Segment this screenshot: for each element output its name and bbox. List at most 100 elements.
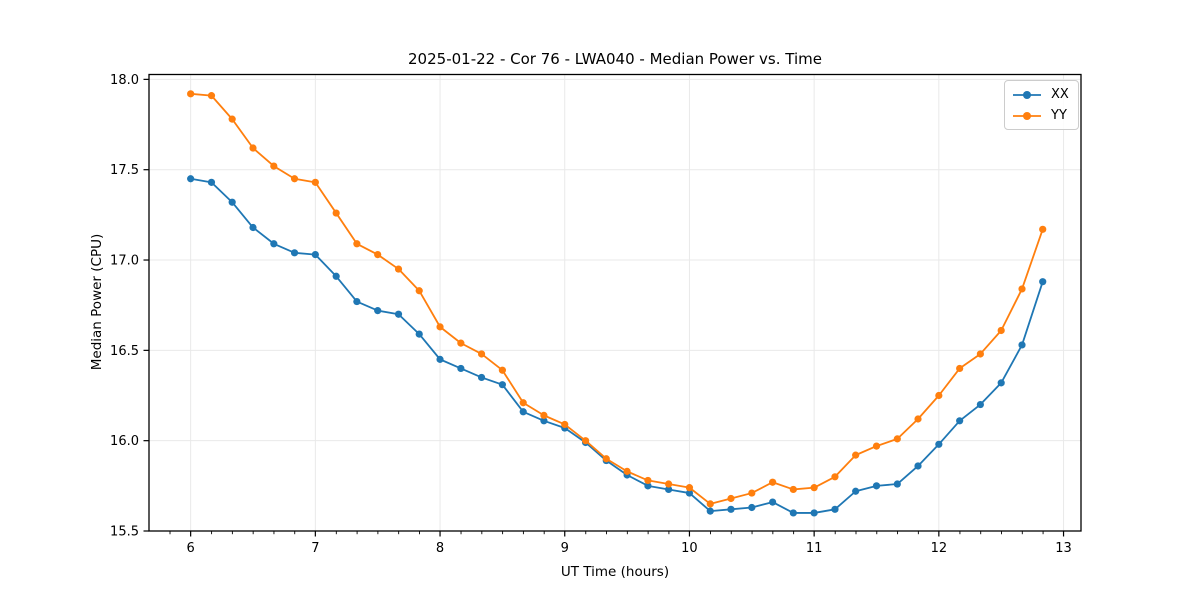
data-point-xx (436, 355, 444, 363)
data-point-yy (540, 411, 548, 419)
data-point-yy (935, 391, 943, 400)
data-point-yy (831, 473, 839, 481)
legend-entry-yy: YY (1012, 107, 1069, 124)
data-point-yy (436, 323, 444, 331)
x-tick-label: 12 (931, 541, 948, 556)
y-tick-label: 15.5 (110, 525, 139, 540)
data-point-xx (893, 480, 901, 488)
data-point-yy (997, 326, 1005, 335)
data-point-xx (956, 417, 964, 425)
x-tick-label: 7 (311, 541, 319, 556)
legend-marker-xx (1013, 90, 1041, 99)
data-point-xx (249, 223, 257, 232)
data-point-yy (810, 484, 818, 492)
data-point-xx (1039, 278, 1047, 286)
data-point-yy (644, 476, 652, 485)
x-tick-label: 6 (187, 541, 195, 556)
y-tick-label: 17.5 (110, 163, 139, 178)
data-point-xx (852, 487, 860, 495)
data-point-yy (415, 287, 423, 295)
data-point-yy (685, 484, 694, 492)
data-point-yy (623, 467, 631, 475)
data-point-xx (914, 462, 922, 470)
plot-border (148, 73, 1082, 532)
data-point-yy (270, 162, 278, 170)
y-tick-label: 16.0 (110, 434, 139, 449)
data-point-yy (789, 485, 797, 494)
data-point-xx (789, 509, 797, 517)
data-point-xx (290, 249, 299, 257)
data-point-xx (997, 379, 1005, 387)
legend-label: YY (1051, 108, 1067, 123)
data-point-xx (394, 310, 403, 318)
data-point-yy (956, 364, 964, 373)
data-point-xx (457, 364, 465, 373)
series-xx (187, 175, 1047, 517)
data-point-xx (1018, 341, 1026, 349)
data-point-yy (353, 240, 361, 248)
data-point-yy (498, 366, 506, 374)
series-yy-line (190, 92, 1044, 505)
data-point-yy (893, 435, 901, 443)
data-point-xx (540, 417, 548, 425)
series-yy (187, 90, 1047, 508)
data-point-xx (748, 503, 756, 512)
data-point-yy (872, 442, 881, 450)
y-tick-label: 18.0 (110, 73, 139, 88)
data-point-yy (457, 339, 465, 347)
data-point-xx (228, 198, 236, 206)
data-point-xx (727, 505, 735, 513)
data-point-xx (415, 330, 423, 338)
data-point-yy (748, 489, 756, 497)
x-tick-label: 11 (806, 541, 823, 556)
data-point-yy (374, 251, 382, 259)
x-tick-label: 8 (436, 541, 444, 556)
gridlines (149, 74, 1081, 532)
data-point-xx (374, 307, 382, 315)
data-point-yy (914, 415, 922, 423)
data-point-xx (665, 485, 673, 494)
data-point-yy (665, 480, 673, 488)
data-point-xx (935, 440, 943, 448)
x-tick-label: 9 (561, 541, 569, 556)
data-point-xx (685, 489, 694, 497)
data-point-yy (769, 478, 777, 486)
data-point-yy (519, 399, 527, 407)
data-point-xx (831, 505, 839, 513)
data-point-xx (353, 297, 361, 306)
data-point-xx (644, 482, 652, 490)
legend-marker-yy (1013, 111, 1041, 120)
data-point-xx (519, 408, 527, 416)
data-point-yy (228, 115, 236, 123)
data-point-yy (332, 209, 340, 217)
data-point-xx (769, 498, 777, 506)
data-point-yy (561, 420, 569, 429)
y-tick-label: 17.0 (110, 254, 139, 269)
data-point-yy (249, 144, 257, 152)
data-point-yy (477, 350, 486, 358)
data-point-yy (311, 178, 319, 186)
chart-title: 2025-01-22 - Cor 76 - LWA040 - Median Po… (408, 50, 822, 68)
y-tick-label: 16.5 (110, 344, 139, 359)
data-point-yy (207, 92, 216, 100)
data-point-xx (872, 482, 881, 490)
x-tick-label: 10 (681, 541, 698, 556)
data-point-yy (187, 90, 195, 98)
data-point-yy (852, 451, 860, 459)
data-point-yy (976, 350, 984, 358)
data-point-yy (290, 175, 299, 183)
series-xx-line (190, 177, 1044, 514)
data-point-xx (270, 240, 278, 248)
data-point-yy (706, 500, 714, 508)
data-point-xx (311, 251, 319, 259)
data-series (187, 90, 1047, 517)
data-point-yy (394, 265, 403, 273)
axis-ticks: 6 7 8 9 10 11 12 13 15.5 16.0 16.5 17.0 17.5 18.0 (110, 73, 1072, 556)
data-point-xx (706, 507, 714, 515)
data-point-xx (477, 373, 486, 382)
data-point-yy (727, 494, 735, 503)
data-point-xx (187, 175, 195, 183)
data-point-yy (581, 437, 590, 445)
